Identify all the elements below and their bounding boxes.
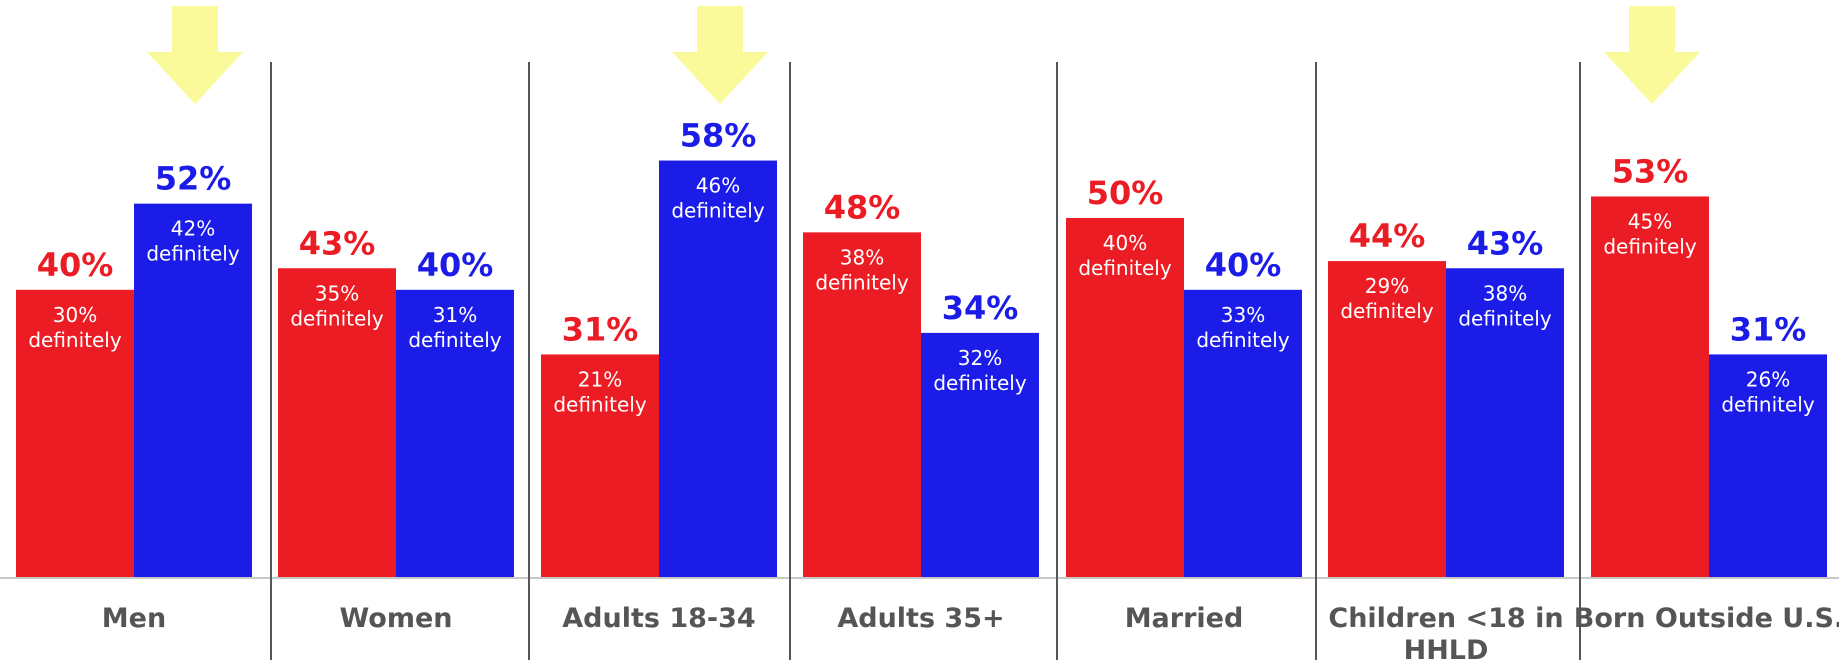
bar-blue [1446, 268, 1564, 577]
bar-value-label: 44% [1349, 217, 1426, 255]
definitely-word-label: definitely [933, 371, 1027, 395]
definitely-word-label: definitely [815, 270, 909, 294]
definitely-word-label: definitely [28, 328, 122, 352]
definitely-value-label: 32% [958, 346, 1002, 370]
bar-value-label: 40% [417, 246, 494, 284]
definitely-value-label: 35% [315, 281, 359, 305]
down-arrow-icon [1604, 6, 1700, 104]
definitely-word-label: definitely [1603, 234, 1697, 258]
definitely-word-label: definitely [671, 199, 765, 223]
category-label: Men [102, 603, 166, 634]
category-label: Born Outside U.S. [1574, 603, 1839, 634]
bar-red [541, 354, 659, 577]
definitely-value-label: 40% [1103, 231, 1147, 255]
definitely-word-label: definitely [1721, 392, 1815, 416]
category-label: Adults 18-34 [562, 603, 755, 634]
bar-red [1591, 196, 1709, 577]
definitely-value-label: 30% [53, 303, 97, 327]
definitely-word-label: definitely [1458, 306, 1552, 330]
bar-value-label: 40% [37, 246, 114, 284]
definitely-word-label: definitely [146, 242, 240, 266]
bar-value-label: 34% [942, 289, 1019, 327]
bar-red [1328, 261, 1446, 577]
definitely-value-label: 26% [1746, 367, 1790, 391]
definitely-word-label: definitely [1196, 328, 1290, 352]
definitely-value-label: 29% [1365, 274, 1409, 298]
bar-blue [921, 332, 1039, 577]
bar-value-label: 31% [562, 310, 639, 348]
bar-red [16, 289, 134, 577]
down-arrow-icon [672, 6, 768, 104]
bar-blue [1184, 289, 1302, 577]
bar-value-label: 52% [155, 160, 232, 198]
definitely-value-label: 42% [171, 217, 215, 241]
bar-value-label: 48% [824, 188, 901, 226]
definitely-value-label: 31% [433, 303, 477, 327]
bar-blue [659, 160, 777, 577]
definitely-value-label: 38% [1483, 281, 1527, 305]
down-arrow-icon [147, 6, 243, 104]
bar-value-label: 58% [680, 117, 757, 155]
category-label: Adults 35+ [837, 603, 1004, 634]
category-label: Children <18 in [1328, 603, 1563, 634]
bar-value-label: 43% [299, 224, 376, 262]
category-label: Married [1125, 603, 1244, 634]
bar-value-label: 43% [1467, 224, 1544, 262]
definitely-word-label: definitely [408, 328, 502, 352]
category-label: HHLD [1404, 635, 1489, 665]
definitely-value-label: 45% [1628, 209, 1672, 233]
definitely-value-label: 46% [696, 174, 740, 198]
bar-blue [396, 289, 514, 577]
definitely-word-label: definitely [1340, 299, 1434, 323]
definitely-value-label: 21% [578, 367, 622, 391]
bar-red [278, 268, 396, 577]
definitely-value-label: 33% [1221, 303, 1265, 327]
bar-blue [1709, 354, 1827, 577]
bar-red [803, 232, 921, 578]
definitely-value-label: 38% [840, 245, 884, 269]
bar-value-label: 31% [1730, 310, 1807, 348]
definitely-word-label: definitely [1078, 256, 1172, 280]
bar-value-label: 50% [1087, 174, 1164, 212]
bar-blue [134, 203, 252, 577]
bar-red [1066, 218, 1184, 577]
bar-value-label: 40% [1205, 246, 1282, 284]
category-label: Women [339, 603, 452, 634]
bar-value-label: 53% [1612, 152, 1689, 190]
definitely-word-label: definitely [553, 392, 647, 416]
definitely-word-label: definitely [290, 306, 384, 330]
